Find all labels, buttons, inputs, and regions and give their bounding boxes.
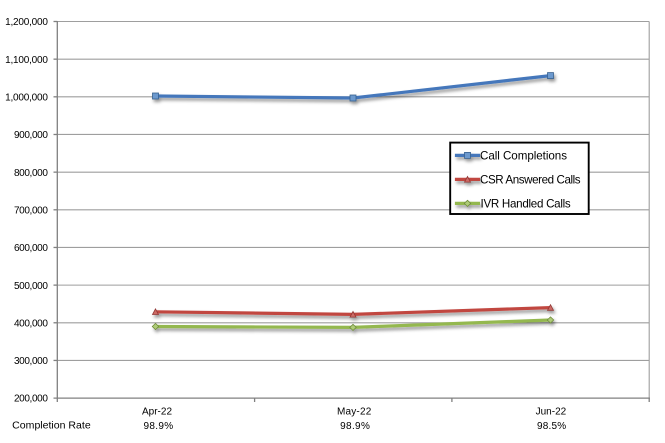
svg-text:98.9%: 98.9% (340, 421, 370, 432)
svg-text:IVR Handled Calls: IVR Handled Calls (481, 198, 571, 211)
svg-text:Apr-22: Apr-22 (142, 406, 172, 417)
svg-text:200,000: 200,000 (14, 394, 48, 405)
svg-text:Jun-22: Jun-22 (536, 406, 567, 417)
svg-text:Completion Rate: Completion Rate (12, 421, 91, 432)
svg-text:1,000,000: 1,000,000 (5, 93, 48, 104)
svg-text:Call Completions: Call Completions (480, 150, 567, 163)
svg-text:CSR Answered Calls: CSR Answered Calls (480, 174, 581, 187)
svg-text:700,000: 700,000 (14, 206, 48, 217)
svg-text:600,000: 600,000 (14, 243, 48, 254)
svg-text:1,100,000: 1,100,000 (5, 55, 48, 66)
svg-text:300,000: 300,000 (14, 356, 48, 367)
svg-text:400,000: 400,000 (14, 318, 48, 329)
svg-text:98.5%: 98.5% (537, 421, 566, 432)
svg-text:1,200,000: 1,200,000 (5, 17, 48, 28)
svg-text:800,000: 800,000 (14, 168, 48, 179)
svg-text:May-22: May-22 (337, 406, 372, 417)
svg-text:500,000: 500,000 (14, 281, 48, 292)
svg-text:98.9%: 98.9% (143, 421, 173, 432)
svg-text:900,000: 900,000 (14, 130, 48, 141)
